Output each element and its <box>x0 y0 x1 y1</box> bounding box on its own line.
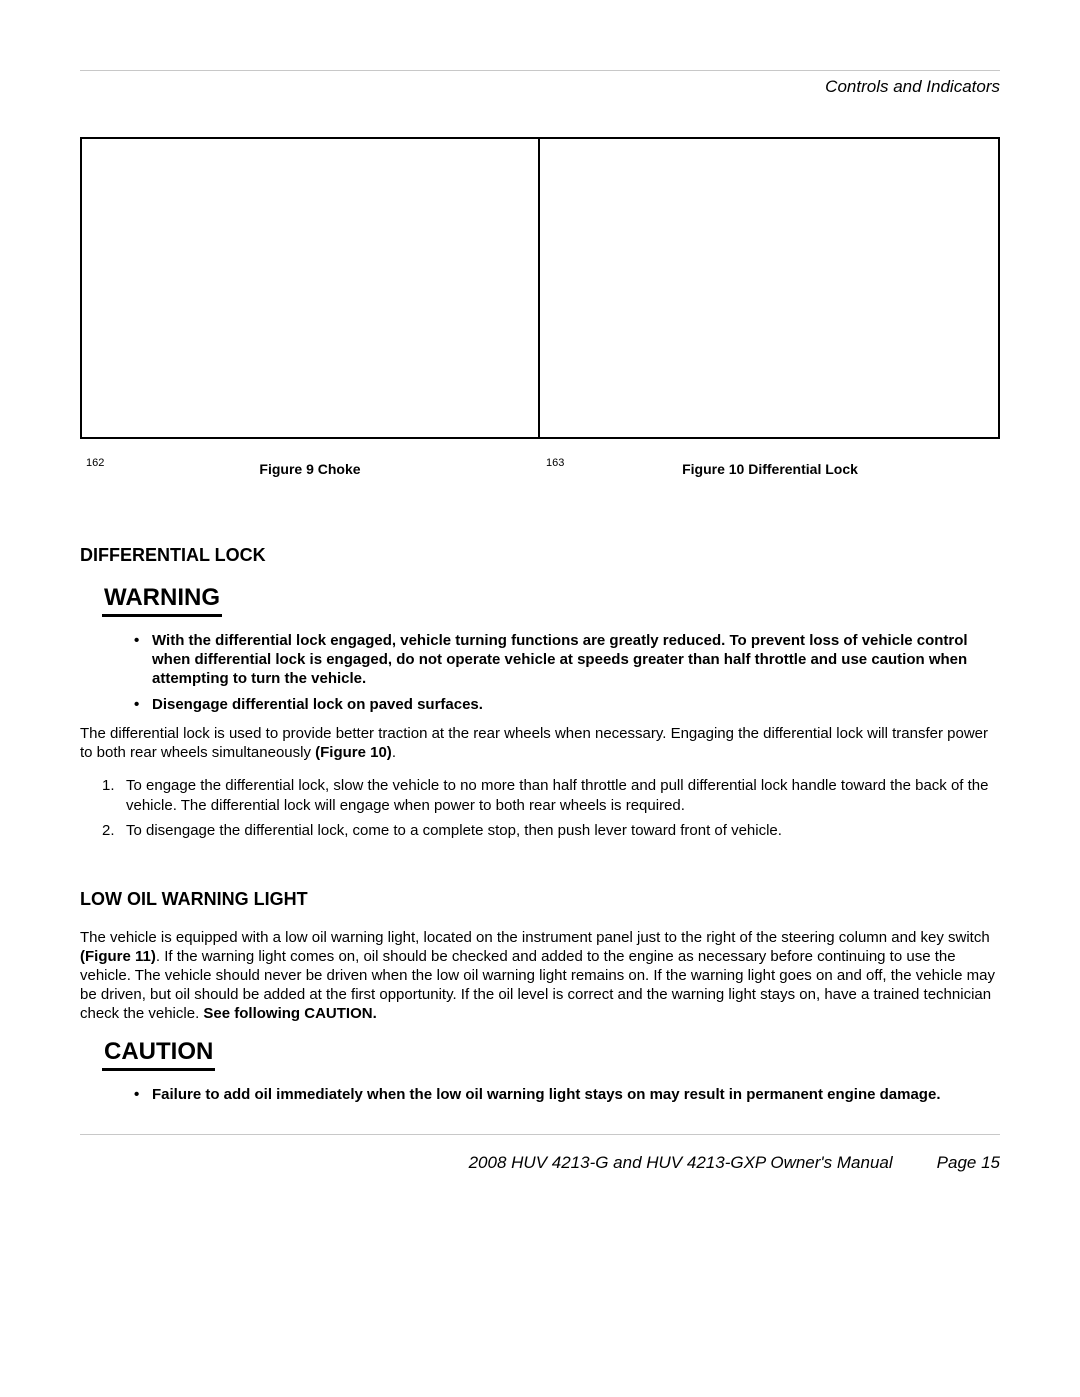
diff-lock-steps: To engage the differential lock, slow th… <box>80 776 1000 841</box>
manual-page: Controls and Indicators 162 Figure 9 Cho… <box>0 0 1080 1397</box>
figure-number-left: 162 <box>86 457 104 469</box>
heading-differential-lock: DIFFERENTIAL LOCK <box>80 545 1000 566</box>
warning-list: With the differential lock engaged, vehi… <box>80 631 1000 714</box>
see-caution: See following CAUTION. <box>203 1005 376 1022</box>
figure-number-right: 163 <box>546 457 564 469</box>
header-section-title: Controls and Indicators <box>80 77 1000 97</box>
figure-caption-left: 162 Figure 9 Choke <box>80 461 540 479</box>
step-item: To disengage the differential lock, come… <box>102 821 1000 841</box>
low-oil-paragraph: The vehicle is equipped with a low oil w… <box>80 928 1000 1024</box>
warning-item: Disengage differential lock on paved sur… <box>134 695 1000 714</box>
caution-label: CAUTION <box>102 1038 215 1071</box>
caution-list: Failure to add oil immediately when the … <box>80 1085 1000 1104</box>
heading-low-oil: LOW OIL WARNING LIGHT <box>80 889 1000 910</box>
figure-differential-lock <box>540 139 998 437</box>
diff-lock-intro: The differential lock is used to provide… <box>80 724 1000 762</box>
figure-caption-text-right: Figure 10 Differential Lock <box>682 461 858 477</box>
diff-lock-intro-post: . <box>392 744 396 761</box>
figure-row <box>80 137 1000 439</box>
page-number: Page 15 <box>937 1153 1000 1173</box>
page-footer: 2008 HUV 4213-G and HUV 4213-GXP Owner's… <box>80 1135 1000 1173</box>
low-oil-text-pre: The vehicle is equipped with a low oil w… <box>80 929 990 946</box>
figure-ref: (Figure 10) <box>315 744 392 761</box>
warning-item: With the differential lock engaged, vehi… <box>134 631 1000 689</box>
figure-caption-row: 162 Figure 9 Choke 163 Figure 10 Differe… <box>80 461 1000 479</box>
header-rule <box>80 70 1000 71</box>
step-item: To engage the differential lock, slow th… <box>102 776 1000 815</box>
figure-caption-text-left: Figure 9 Choke <box>259 461 360 477</box>
figure-choke <box>82 139 540 437</box>
warning-label: WARNING <box>102 584 222 617</box>
manual-title: 2008 HUV 4213-G and HUV 4213-GXP Owner's… <box>469 1153 893 1173</box>
diff-lock-intro-text: The differential lock is used to provide… <box>80 725 988 761</box>
figure-caption-right: 163 Figure 10 Differential Lock <box>540 461 1000 479</box>
figure-ref: (Figure 11) <box>80 948 156 965</box>
caution-item: Failure to add oil immediately when the … <box>134 1085 1000 1104</box>
